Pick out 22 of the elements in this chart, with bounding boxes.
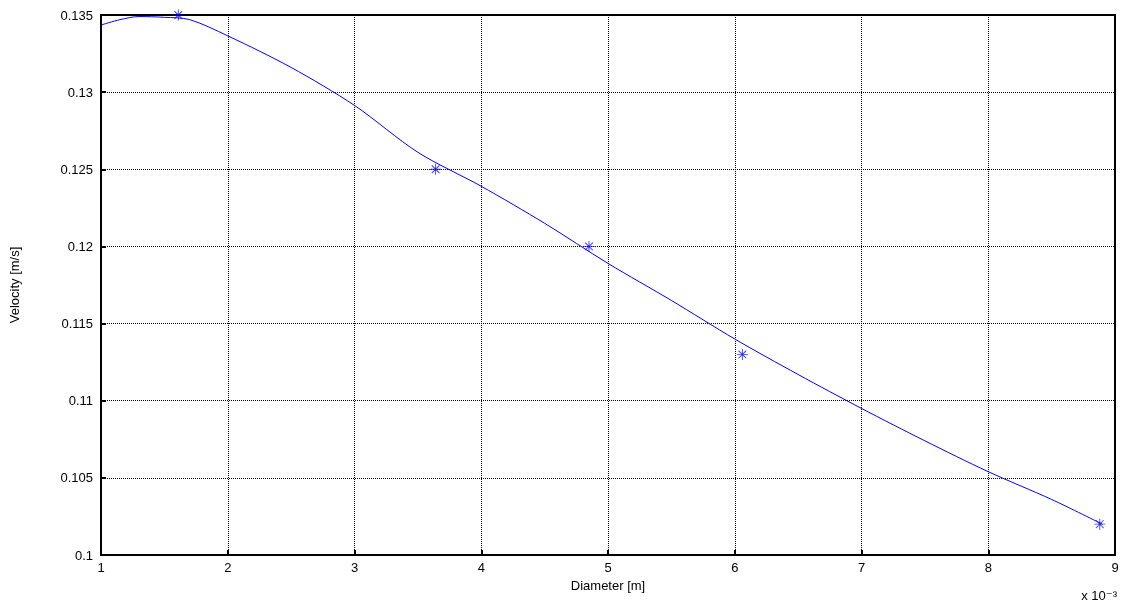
x-tick-label: 3: [350, 560, 359, 575]
x-tick-label: 6: [731, 560, 739, 575]
x-tick-label: 2: [224, 560, 232, 575]
x-axis-title: Diameter [m]: [570, 577, 646, 593]
y-axis-title: Velocity [m/s]: [7, 246, 22, 324]
text: x 10⁻³: [1081, 588, 1118, 603]
y-tick-label: 0.1: [74, 547, 93, 563]
y-tick-label: 0.105: [60, 470, 93, 486]
x-tick-label: 4: [477, 560, 485, 575]
x-tick-label: 7: [857, 560, 866, 575]
y-tick-label: 0.115: [61, 316, 93, 332]
x-tick-label: 5: [604, 560, 612, 575]
x-tick-label: 8: [984, 560, 992, 575]
y-tick-label: 0.12: [67, 238, 93, 254]
point: [430, 163, 442, 175]
y-tick-label: 0.11: [68, 393, 93, 409]
y-tick-label: 0.13: [67, 84, 93, 100]
point: [583, 240, 595, 252]
x-tick-label: 9: [1111, 560, 1119, 575]
x-tick-label: 1: [97, 560, 105, 575]
y-tick-label: 0.135: [60, 7, 93, 23]
y-tick-label: 0.125: [60, 161, 93, 177]
